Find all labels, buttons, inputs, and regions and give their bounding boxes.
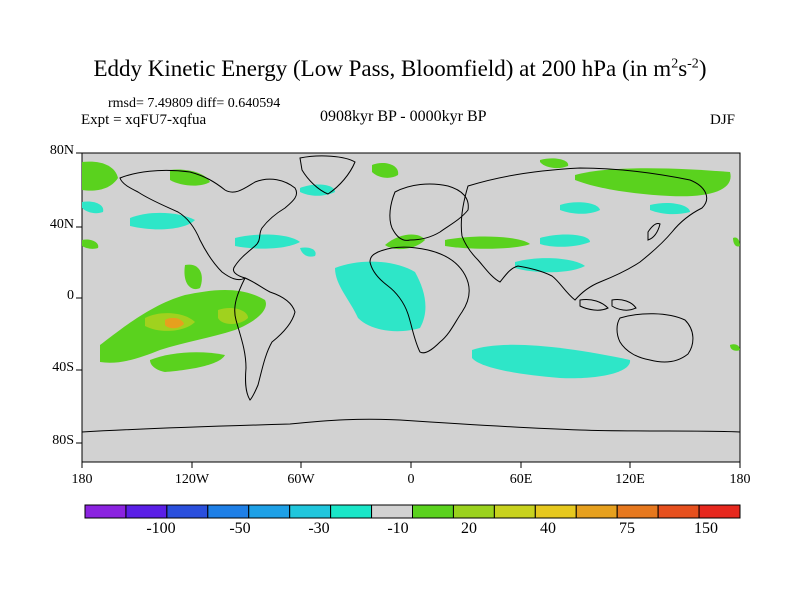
colorbar-box xyxy=(575,504,618,519)
lon-label-120w: 120W xyxy=(174,472,210,487)
colorbar-label-neg100: -100 xyxy=(146,520,176,537)
coast-europe xyxy=(389,183,469,241)
coastlines xyxy=(81,155,741,433)
colorbar-label-40: 40 xyxy=(540,520,556,537)
season-text: DJF xyxy=(710,112,736,128)
anomaly-green-arctic-west xyxy=(82,161,118,191)
colorbar-box xyxy=(493,504,536,519)
coast-south-america xyxy=(234,277,296,401)
colorbar-label-neg50: -50 xyxy=(229,520,251,537)
colorbar-box xyxy=(657,504,700,519)
coast-australia xyxy=(616,313,694,363)
period-text: 0908kyr BP - 0000kyr BP xyxy=(320,108,487,125)
anomaly-cyan-tropatl xyxy=(300,247,316,257)
lon-ticks xyxy=(81,462,741,468)
title-sup-2: -2 xyxy=(687,56,699,72)
lon-label-120e: 120E xyxy=(615,472,645,487)
lat-label-40s: 40S xyxy=(52,360,74,375)
chart-title: Eddy Kinetic Energy (Low Pass, Bloomfiel… xyxy=(0,56,800,82)
experiment-text: Expt = xqFU7-xqfua xyxy=(81,112,207,128)
lon-label-60w: 60W xyxy=(287,472,315,487)
title-text: Eddy Kinetic Energy (Low Pass, Bloomfiel… xyxy=(93,56,672,81)
lon-label-60e: 60E xyxy=(509,472,533,487)
anomaly-cyan-east-asia xyxy=(560,202,600,214)
anomaly-green-east-edge xyxy=(730,344,740,351)
lat-ticks xyxy=(76,152,82,444)
anomaly-cyan-w-pacific xyxy=(82,201,104,214)
coast-greenland xyxy=(299,155,356,195)
anomaly-green-siberia xyxy=(575,168,731,197)
colorbar-box xyxy=(125,504,168,519)
anomaly-orange-core xyxy=(165,317,184,329)
colorbar-label-20: 20 xyxy=(461,520,477,537)
coast-asia xyxy=(460,167,708,301)
coast-indonesia xyxy=(579,299,637,311)
colorbar-box xyxy=(207,504,250,519)
lat-label-0: 0 xyxy=(67,288,74,303)
stats-text: rmsd= 7.49809 diff= 0.640594 xyxy=(108,96,281,111)
anomaly-cyan-n-america xyxy=(235,234,300,249)
colorbar-box xyxy=(330,504,373,519)
colorbar-label-75: 75 xyxy=(619,520,635,537)
lat-label-80s: 80S xyxy=(52,433,74,448)
colorbar-box xyxy=(371,504,413,519)
anomaly-green-atlantic-n xyxy=(372,163,399,178)
title-sup-1: 2 xyxy=(671,56,679,72)
anomaly-lightgreen-2 xyxy=(218,307,248,324)
colorbar-box xyxy=(452,504,495,519)
anomaly-green-atlantic-s xyxy=(82,239,99,249)
colorbar-box xyxy=(289,504,332,519)
colorbar-box xyxy=(534,504,577,519)
colorbar-box xyxy=(166,504,209,519)
colorbar-box xyxy=(412,504,454,519)
colorbar-box xyxy=(248,504,291,519)
anomaly-green-alaska xyxy=(170,169,210,186)
colorbar-label-neg30: -30 xyxy=(308,520,330,537)
lon-label-180w: 180 xyxy=(71,472,93,487)
colorbar-label-neg10: -10 xyxy=(387,520,409,537)
colorbar-label-150: 150 xyxy=(694,520,718,537)
anomaly-cyan-ne-pacific xyxy=(650,202,690,215)
anomaly-fields xyxy=(82,158,740,379)
lat-label-80n: 80N xyxy=(49,143,74,158)
anomaly-green-east-edge-2 xyxy=(733,237,740,247)
anomaly-cyan-china xyxy=(540,234,590,247)
anomaly-green-pacific-south-2 xyxy=(150,352,225,372)
anomaly-green-europe xyxy=(385,234,425,250)
anomaly-green-arctic-e xyxy=(540,158,569,169)
colorbar xyxy=(84,504,741,519)
lon-label-0: 0 xyxy=(407,472,415,487)
coast-north-america xyxy=(119,169,298,281)
anomaly-cyan-africa xyxy=(335,261,426,332)
coast-africa xyxy=(369,246,470,354)
colorbar-box xyxy=(698,504,741,519)
lon-label-180e: 180 xyxy=(729,472,751,487)
lat-label-40n: 40N xyxy=(49,217,74,232)
anomaly-green-pacific-subtrop xyxy=(184,264,202,290)
title-mid: s xyxy=(678,56,688,81)
anomaly-cyan-n-pacific xyxy=(130,212,195,230)
title-end: ) xyxy=(698,56,707,81)
anomaly-cyan-s-indian xyxy=(472,344,631,379)
colorbar-box xyxy=(616,504,659,519)
coast-antarctica xyxy=(81,418,741,433)
coast-japan xyxy=(647,223,661,241)
colorbar-box xyxy=(84,504,127,519)
